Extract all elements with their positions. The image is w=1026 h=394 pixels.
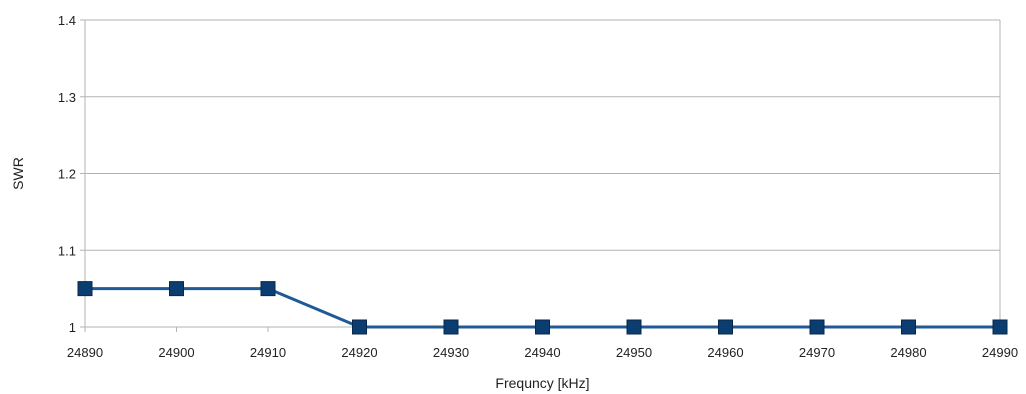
y-tick-label: 1.2 xyxy=(58,167,76,182)
y-tick-label: 1.1 xyxy=(58,243,76,258)
y-tick-label: 1.4 xyxy=(58,13,76,28)
data-point-marker xyxy=(992,319,1008,335)
x-tick-label: 24950 xyxy=(616,345,652,360)
x-tick-label: 24910 xyxy=(250,345,286,360)
x-tick-label: 24890 xyxy=(67,345,103,360)
x-tick-label: 24980 xyxy=(890,345,926,360)
data-point-marker xyxy=(809,319,825,335)
data-point-marker xyxy=(535,319,550,335)
x-tick-label: 24940 xyxy=(524,345,560,360)
grid-lines xyxy=(85,19,1000,251)
axes xyxy=(80,19,1001,332)
data-point-marker xyxy=(718,319,733,335)
data-point-marker xyxy=(352,319,367,335)
data-point-marker xyxy=(443,319,459,335)
y-tick-label: 1 xyxy=(69,320,76,335)
x-tick-label: 24930 xyxy=(433,345,469,360)
series-group xyxy=(77,281,1008,335)
x-tick-label: 24920 xyxy=(341,345,377,360)
x-tick-label: 24970 xyxy=(799,345,835,360)
data-point-marker xyxy=(169,281,184,297)
data-point-marker xyxy=(901,319,916,335)
y-tick-label: 1.3 xyxy=(58,90,76,105)
x-tick-label: 24960 xyxy=(707,345,743,360)
x-axis-label: Frequncy [kHz] xyxy=(495,375,589,391)
x-tick-label: 24990 xyxy=(982,345,1018,360)
data-point-marker xyxy=(260,281,276,297)
x-tick-label: 24900 xyxy=(158,345,194,360)
y-axis-label: SWR xyxy=(10,157,26,190)
data-point-marker xyxy=(626,319,642,335)
tick-labels: 1 1.1 1.2 1.3 1.4 24890 24900 24910 24920 24930 24… xyxy=(58,13,1018,360)
data-point-marker xyxy=(77,281,93,297)
